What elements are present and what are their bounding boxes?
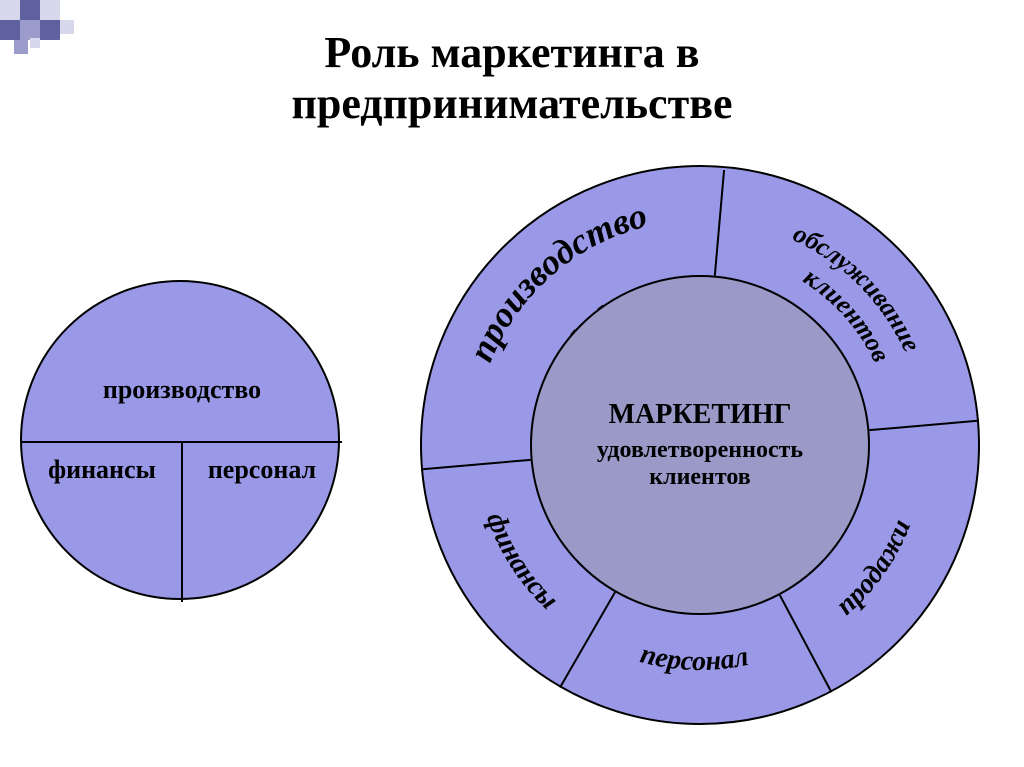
right-inner-circle: МАРКЕТИНГ удовлетворенность клиентов (530, 275, 870, 615)
inner-bottom-2: клиентов (649, 464, 750, 491)
left-circle: производство финансы персонал (20, 280, 340, 600)
inner-top-label: МАРКЕТИНГ (609, 399, 792, 431)
page-title: Роль маркетинга в предпринимательстве (0, 28, 1024, 129)
diagram-area: производство финансы персонал производст… (0, 170, 1024, 730)
left-br-label: персонал (182, 455, 342, 485)
inner-bottom-1: удовлетворенность (597, 437, 803, 464)
title-line-2: предпринимательстве (0, 79, 1024, 130)
left-top-label: производство (22, 375, 342, 405)
left-bl-label: финансы (22, 455, 182, 485)
title-line-1: Роль маркетинга в (0, 28, 1024, 79)
